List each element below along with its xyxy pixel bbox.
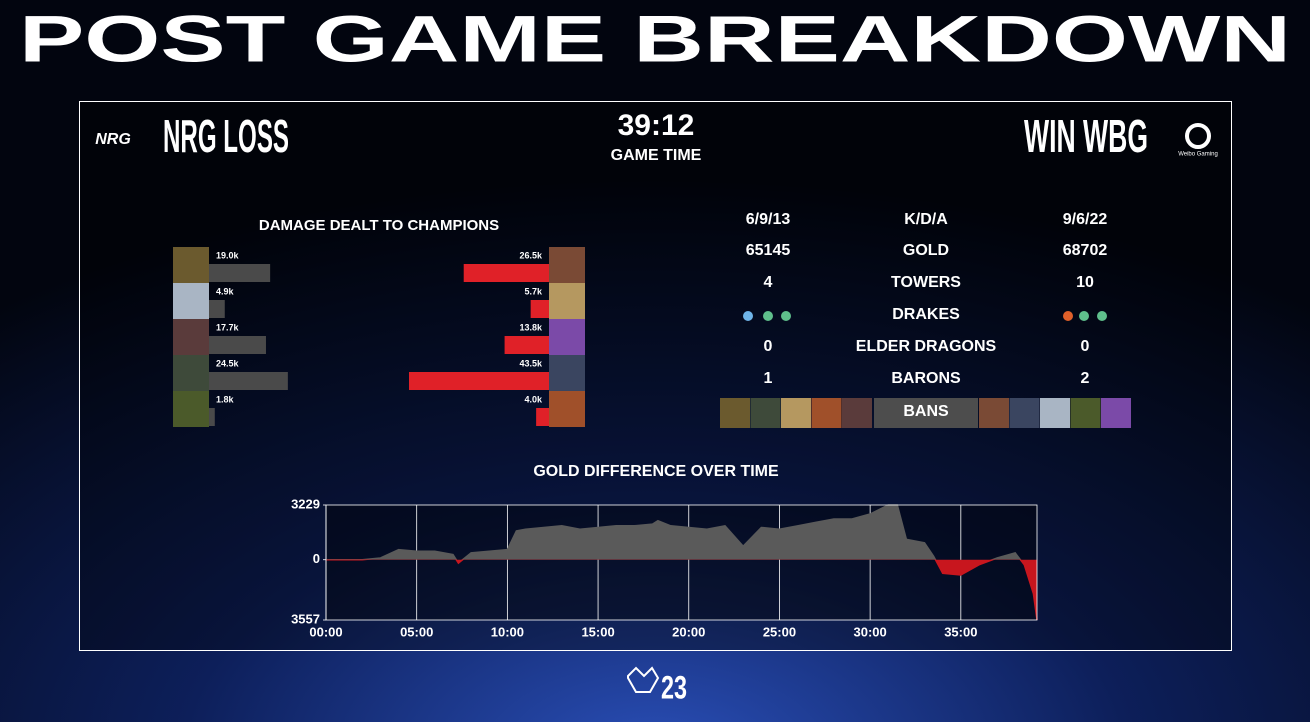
x-tick-label: 00:00	[309, 624, 342, 639]
stat-value: 0	[1081, 338, 1090, 355]
ban-icon	[781, 398, 811, 428]
bar-value-label: 24.5k	[216, 358, 240, 368]
stat-label: BARONS	[891, 370, 961, 387]
plot-bg	[326, 505, 1037, 620]
team-logo: NRG	[95, 131, 131, 148]
champion-portrait	[173, 247, 209, 283]
ban-icon	[1009, 398, 1040, 428]
chart-title: GOLD DIFFERENCE OVER TIME	[533, 463, 779, 480]
bar-value-label: 13.8k	[519, 322, 543, 332]
drake-icon	[1079, 311, 1089, 321]
ban-icon	[1040, 398, 1070, 428]
champion-portrait	[173, 391, 209, 427]
x-tick-label: 35:00	[944, 624, 977, 639]
champion-portrait	[173, 355, 209, 391]
game-time: 39:12	[618, 109, 695, 142]
bar-value-label: 43.5k	[519, 358, 543, 368]
drake-icon	[1063, 311, 1073, 321]
team-result: NRG LOSS	[163, 110, 289, 162]
bar	[409, 372, 549, 390]
chart-title: DAMAGE DEALT TO CHAMPIONS	[259, 217, 499, 234]
stat-value: 9/6/22	[1063, 211, 1108, 228]
champion-portrait	[549, 247, 585, 283]
ban-icon	[842, 398, 872, 428]
bar	[209, 372, 288, 390]
drake-icon	[1097, 311, 1107, 321]
ban-icon	[750, 398, 781, 428]
y-tick-label: 3557	[291, 611, 320, 626]
x-tick-label: 25:00	[763, 624, 796, 639]
bar	[530, 300, 549, 318]
bar	[209, 408, 215, 426]
y-tick-label: 3229	[291, 496, 320, 511]
stat-value: 1	[764, 370, 773, 387]
logo-icon	[627, 666, 660, 693]
stat-value: 65145	[746, 242, 791, 259]
champion-portrait	[549, 283, 585, 319]
bar-value-label: 19.0k	[216, 250, 240, 260]
stat-label: ELDER DRAGONS	[856, 338, 997, 355]
stat-label: TOWERS	[891, 274, 961, 291]
champion-portrait	[173, 283, 209, 319]
stat-label: K/D/A	[904, 211, 948, 228]
champion-portrait	[549, 391, 585, 427]
drake-icon	[763, 311, 773, 321]
worlds-logo	[627, 666, 660, 693]
bar-value-label: 5.7k	[524, 286, 543, 296]
x-tick-label: 05:00	[400, 624, 433, 639]
stat-label: DRAKES	[892, 306, 960, 323]
stat-label: BANS	[903, 403, 949, 420]
bar-value-label: 4.0k	[524, 394, 543, 404]
area-fill	[326, 505, 1037, 620]
bar	[209, 336, 266, 354]
x-tick-label: 15:00	[581, 624, 614, 639]
champion-portrait	[173, 319, 209, 355]
champion-portrait	[549, 319, 585, 355]
stat-label: GOLD	[903, 242, 949, 259]
champion-portrait	[549, 355, 585, 391]
ban-icon	[720, 398, 750, 428]
bar	[209, 300, 225, 318]
team-logo: Weibo Gaming	[1178, 152, 1218, 158]
bar-value-label: 17.7k	[216, 322, 240, 332]
plot-frame	[325, 504, 1038, 621]
bar	[504, 336, 549, 354]
drake-icon	[743, 311, 753, 321]
ban-icon	[979, 398, 1009, 428]
stat-value: 4	[764, 274, 773, 291]
stat-value: 6/9/13	[746, 211, 791, 228]
bar-value-label: 1.8k	[216, 394, 235, 404]
ban-icon	[811, 398, 842, 428]
bar	[463, 264, 549, 282]
stat-value: 10	[1076, 274, 1094, 291]
x-tick-label: 20:00	[672, 624, 705, 639]
team-result: WIN WBG	[1024, 110, 1148, 162]
stat-value: 0	[764, 338, 773, 355]
ban-icon	[1070, 398, 1101, 428]
page-title: POST GAME BREAKDOWN	[19, 1, 1291, 75]
bar-value-label: 4.9k	[216, 286, 235, 296]
bans-bg	[874, 398, 978, 428]
drake-icon	[781, 311, 791, 321]
team-logo-icon	[1185, 123, 1211, 149]
game-time-label: GAME TIME	[611, 147, 702, 164]
panel-frame	[79, 101, 1232, 651]
x-tick-label: 30:00	[854, 624, 887, 639]
x-tick-label: 10:00	[491, 624, 524, 639]
stat-value: 68702	[1063, 242, 1108, 259]
gold-diff-line	[326, 504, 1038, 621]
bar	[209, 264, 271, 282]
footer-logo: 23	[661, 669, 687, 705]
bar-value-label: 26.5k	[519, 250, 543, 260]
ban-icon	[1101, 398, 1131, 428]
bar	[536, 408, 549, 426]
stat-value: 2	[1081, 370, 1090, 387]
y-tick-label: 0	[313, 551, 320, 566]
